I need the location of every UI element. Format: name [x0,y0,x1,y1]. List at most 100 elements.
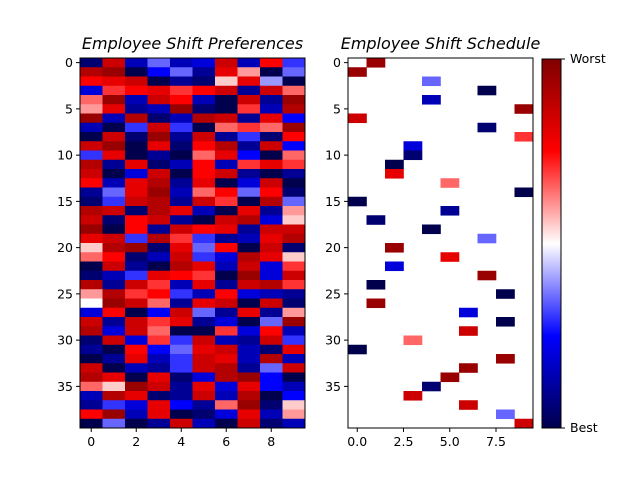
preference-cell [170,233,193,244]
preference-cell [215,391,238,401]
preference-cell [125,233,148,244]
preference-cell [215,233,238,244]
preference-cell [102,252,126,262]
y-tick-label: 25 [57,286,73,301]
preference-cell [282,363,306,373]
preference-cell [282,270,306,281]
preference-cell [147,317,171,327]
preference-cell [215,113,238,124]
preference-cell [192,409,216,420]
preference-cell [170,76,193,87]
preference-cell [80,132,103,142]
schedule-cell [403,391,423,401]
preference-cell [80,196,103,207]
preference-cell [215,206,238,216]
preference-cell [170,150,193,161]
preference-cell [80,381,103,392]
preference-cell [125,206,148,216]
preference-cell [170,169,193,179]
preference-cell [215,187,238,198]
preference-cell [282,326,306,336]
preference-cell [260,224,283,235]
preference-cell [215,215,238,225]
preference-cell [215,344,238,355]
preference-cell [80,409,103,420]
preference-cell [237,400,261,410]
preference-cell [102,67,126,77]
preference-cell [237,95,261,105]
preference-cell [125,76,148,87]
preference-cell [125,280,148,290]
preference-cell [125,159,148,170]
preference-cell [102,280,126,290]
preference-cell [192,67,216,77]
preference-cell [192,307,216,318]
preference-cell [125,409,148,420]
preference-cell [147,233,171,244]
schedule-cell [514,187,534,198]
schedule-cell [422,381,441,392]
preference-cell [260,95,283,105]
preference-cell [80,215,103,225]
preference-cell [147,243,171,253]
preference-cell [260,187,283,198]
preference-cell [237,391,261,401]
preference-cell [192,215,216,225]
preference-cell [215,104,238,114]
schedule-cell [477,233,497,244]
preference-cell [282,317,306,327]
x-tick-label: 2 [132,434,140,449]
preference-cell [237,418,261,429]
x-tick-label: 2.5 [394,434,414,449]
preference-cell [125,307,148,318]
preference-cell [192,344,216,355]
preference-cell [147,206,171,216]
y-tick-label: 5 [65,101,73,116]
y-tick-label: 15 [57,194,73,209]
preference-cell [260,132,283,142]
preference-cell [282,76,306,87]
schedule-cell [514,104,534,114]
preference-cell [125,67,148,77]
preference-cell [170,196,193,207]
preference-cell [170,298,193,309]
preference-cell [102,132,126,142]
preference-cell [192,76,216,87]
preference-cell [170,206,193,216]
preference-cell [237,58,261,68]
preference-cell [237,150,261,161]
preference-cell [147,270,171,281]
schedule-cell [366,298,386,309]
preference-cell [170,307,193,318]
preference-cell [260,354,283,364]
y-tick-label: 10 [325,148,341,163]
schedule-cell [385,243,404,253]
preference-cell [80,113,103,124]
preference-cell [170,317,193,327]
preference-cell [147,141,171,151]
preference-cell [192,289,216,299]
preference-cell [102,113,126,124]
y-tick-label: 25 [325,286,341,301]
preference-cell [125,215,148,225]
preference-cell [282,159,306,170]
preference-cell [260,363,283,373]
preference-cell [170,381,193,392]
preference-cell [147,196,171,207]
preference-cell [147,280,171,290]
preference-cell [192,391,216,401]
preference-cell [170,104,193,114]
preference-cell [192,298,216,309]
schedule-cell [459,307,478,318]
preference-cell [282,261,306,272]
preference-cell [237,335,261,346]
preference-cell [147,159,171,170]
preference-cell [215,169,238,179]
preference-cell [260,381,283,392]
preference-cell [125,58,148,68]
preference-cell [260,104,283,114]
schedule-cell [477,85,497,96]
preference-cell [260,335,283,346]
preference-cell [102,326,126,336]
preference-cell [192,418,216,429]
